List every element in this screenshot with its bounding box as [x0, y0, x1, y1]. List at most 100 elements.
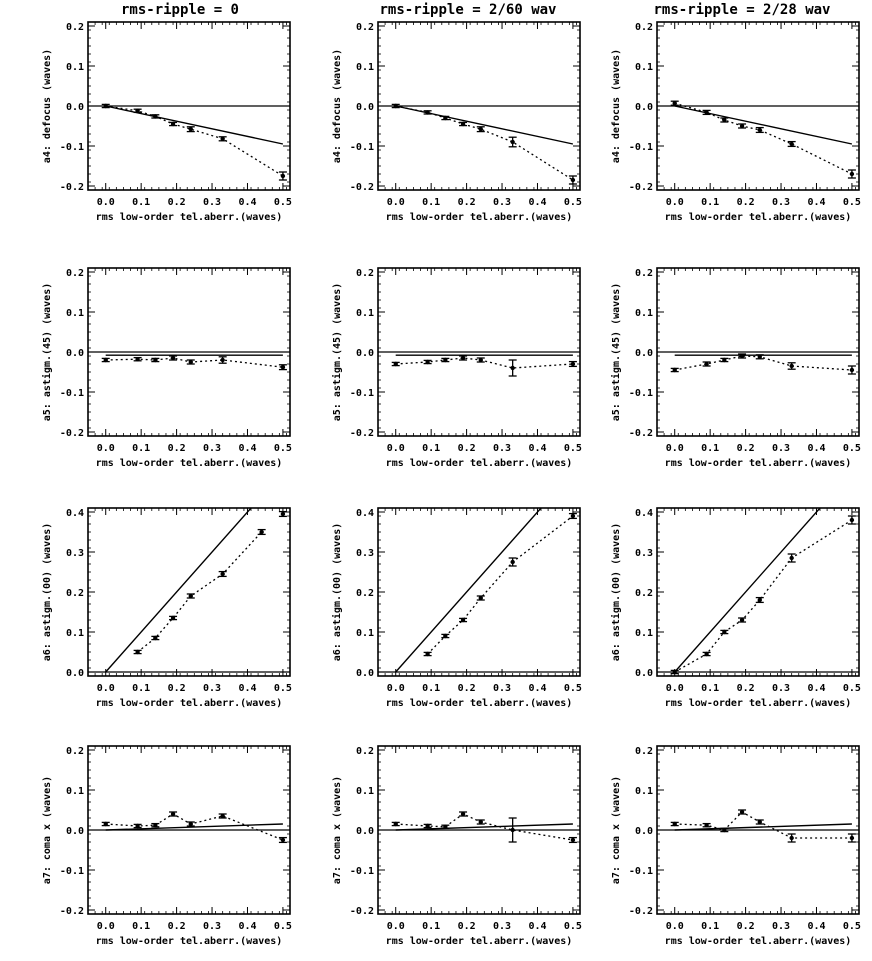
y-tick-label: -0.2	[60, 906, 84, 917]
y-axis-label: a4: defocus (waves)	[332, 49, 343, 163]
x-tick-label: 0.4	[528, 683, 546, 694]
chart-panel-r2-c3: 0.0 0.1 0.2 0.3 0.4 0.5 -0.2 -0.1 0.0 0.1 0.2 rms l…	[610, 267, 861, 469]
plot-frame	[377, 507, 581, 677]
y-tick-label: -0.2	[350, 428, 374, 439]
data-point	[478, 819, 483, 825]
x-tick-label: 0.5	[843, 197, 861, 208]
data-point	[259, 529, 264, 535]
data-point	[220, 813, 225, 819]
x-tick-label: 0.2	[737, 683, 755, 694]
plot-area	[101, 103, 287, 181]
y-tick-label: 0.2	[635, 588, 653, 599]
column-title-2: rms-ripple = 2/60 wav	[379, 2, 556, 18]
x-tick-label: 0.5	[564, 443, 582, 454]
x-tick-label: 0.0	[97, 197, 115, 208]
y-axis-label: a7: coma x (waves)	[332, 776, 343, 884]
x-tick-label: 0.2	[168, 443, 186, 454]
y-tick-label: 0.0	[635, 826, 653, 837]
x-tick-label: 0.0	[666, 921, 684, 932]
x-tick-label: 0.1	[701, 921, 719, 932]
data-point	[510, 559, 515, 565]
y-tick-label: 0.1	[635, 62, 653, 73]
y-tick-label: 0.0	[66, 668, 84, 679]
data-point	[220, 136, 225, 141]
x-tick-label: 0.3	[493, 921, 511, 932]
x-tick-label: 0.5	[843, 921, 861, 932]
data-point	[704, 361, 709, 367]
y-tick-label: 0.2	[356, 22, 374, 33]
x-tick-label: 0.0	[666, 683, 684, 694]
y-tick-label: 0.2	[356, 588, 374, 599]
column-title-3: rms-ripple = 2/28 wav	[653, 2, 830, 18]
x-tick-label: 0.4	[807, 197, 825, 208]
data-point	[722, 357, 727, 363]
x-tick-label: 0.0	[666, 197, 684, 208]
y-tick-label: 0.2	[356, 268, 374, 279]
chart-panel-r1-c2: 0.0 0.1 0.2 0.3 0.4 0.5 -0.2 -0.1 0.0 0.1 0.2 rms l…	[332, 21, 582, 223]
measured-line	[137, 531, 263, 653]
x-tick-label: 0.5	[274, 921, 292, 932]
data-point	[170, 355, 176, 361]
x-tick-label: 0.1	[422, 683, 440, 694]
data-point	[478, 357, 483, 363]
data-point	[570, 177, 576, 183]
y-tick-label: 0.2	[635, 746, 653, 757]
x-axis-label: rms low-order tel.aberr.(waves)	[386, 212, 573, 223]
x-tick-label: 0.4	[238, 921, 256, 932]
x-axis-label: rms low-order tel.aberr.(waves)	[96, 936, 283, 947]
y-tick-label: 0.2	[635, 22, 653, 33]
y-tick-label: 0.0	[635, 102, 653, 113]
y-tick-label: 0.0	[66, 348, 84, 359]
model-line	[395, 823, 573, 831]
x-tick-label: 0.3	[203, 683, 221, 694]
plot-area	[670, 100, 856, 179]
plot-frame	[656, 507, 860, 677]
plot-area	[395, 508, 577, 673]
chart-panel-r4-c3: 0.0 0.1 0.2 0.3 0.4 0.5 -0.2 -0.1 0.0 0.1 0.2 rms l…	[611, 745, 861, 947]
x-tick-label: 0.4	[807, 683, 825, 694]
data-point	[704, 823, 709, 828]
x-tick-label: 0.4	[238, 443, 256, 454]
data-point	[570, 837, 576, 843]
x-tick-label: 0.2	[168, 921, 186, 932]
data-point	[135, 357, 140, 362]
x-tick-label: 0.3	[772, 443, 790, 454]
x-tick-label: 0.2	[458, 197, 476, 208]
chart-panel-r2-c1: 0.0 0.1 0.2 0.3 0.4 0.5 -0.2 -0.1 0.0 0.1 0.2 rms l…	[41, 267, 292, 469]
y-tick-label: 0.1	[66, 62, 84, 73]
data-point	[280, 837, 286, 843]
measured-line	[105, 105, 284, 177]
x-tick-label: 0.4	[807, 443, 825, 454]
x-tick-label: 0.2	[737, 197, 755, 208]
y-tick-label: 0.3	[356, 548, 374, 559]
data-point	[188, 593, 193, 599]
x-tick-label: 0.0	[387, 443, 405, 454]
data-point	[757, 127, 762, 133]
x-tick-label: 0.0	[387, 921, 405, 932]
y-tick-label: -0.1	[350, 388, 374, 399]
x-tick-label: 0.5	[274, 683, 292, 694]
data-point	[672, 101, 677, 106]
x-tick-label: 0.3	[493, 683, 511, 694]
data-point	[280, 365, 286, 370]
data-point	[135, 649, 140, 655]
y-tick-label: 0.3	[66, 548, 84, 559]
data-point	[570, 361, 576, 367]
x-tick-label: 0.1	[701, 443, 719, 454]
y-tick-label: 0.2	[66, 746, 84, 757]
y-tick-label: 0.1	[635, 786, 653, 797]
model-line	[105, 105, 284, 145]
data-point	[672, 821, 677, 827]
x-tick-label: 0.3	[203, 197, 221, 208]
y-tick-label: 0.1	[356, 62, 374, 73]
x-tick-label: 0.3	[203, 443, 221, 454]
y-axis-label: a6: astigm.(00) (waves)	[41, 523, 53, 661]
data-point	[849, 367, 855, 373]
x-tick-label: 0.5	[274, 197, 292, 208]
data-point	[739, 353, 745, 359]
y-tick-label: -0.2	[60, 428, 84, 439]
data-point	[704, 651, 709, 657]
y-tick-label: 0.2	[66, 268, 84, 279]
x-tick-label: 0.3	[772, 197, 790, 208]
chart-panel-r4-c1: 0.0 0.1 0.2 0.3 0.4 0.5 -0.2 -0.1 0.0 0.1 0.2 rms l…	[42, 745, 292, 947]
